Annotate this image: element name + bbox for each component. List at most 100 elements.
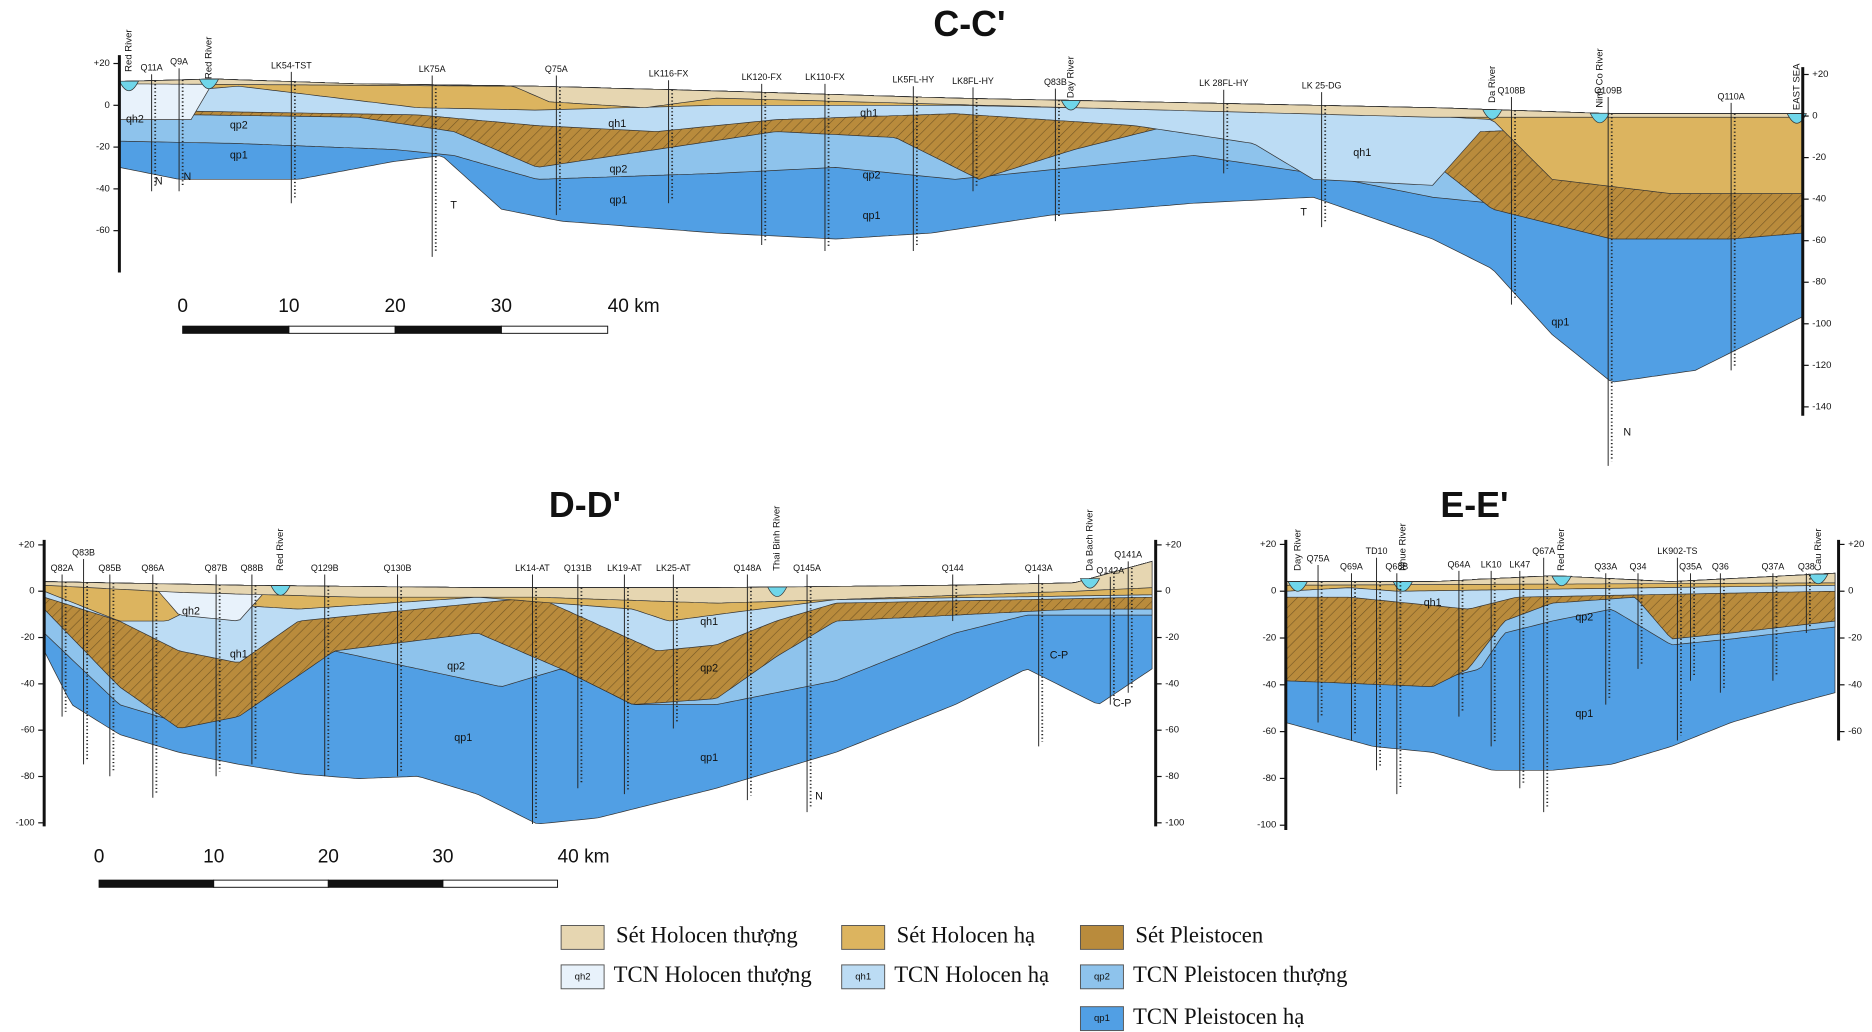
- well-label: Q9A: [170, 57, 188, 67]
- well-label: Q141A: [1114, 550, 1142, 560]
- cross-sections: Red RiverRed RiverDay RiverDa RiverNinh …: [0, 0, 1872, 1032]
- axis-label: -100: [1257, 820, 1276, 831]
- river-label: Red River: [275, 528, 286, 571]
- river-label: Ninh Co River: [1594, 47, 1605, 107]
- well-label: Q68B: [1385, 562, 1408, 572]
- axis-label: 0: [105, 100, 110, 111]
- layer-label: C-P: [1113, 697, 1132, 709]
- legend-swatch: [1080, 926, 1123, 950]
- scale-label: 30: [432, 846, 453, 867]
- well-label: Q11A: [141, 63, 163, 73]
- layer-label: qh1: [1424, 597, 1442, 609]
- axis-label: -20: [21, 632, 35, 643]
- section-title: E-E': [1440, 485, 1508, 525]
- layer-label: qp2: [609, 164, 627, 176]
- river-label: Thai Binh River: [772, 505, 783, 571]
- axis-label: -60: [1812, 235, 1826, 246]
- legend-label: Sét Pleistocen: [1135, 923, 1263, 948]
- well-label: LK75A: [419, 64, 446, 74]
- well-label: Q88B: [240, 563, 263, 573]
- layer-label: N: [155, 176, 163, 188]
- river-label: Day River: [1292, 528, 1303, 571]
- axis-label: -40: [1165, 678, 1179, 689]
- well-label: Q129B: [311, 563, 339, 573]
- legend-label: TCN Pleistocen thượng: [1133, 962, 1347, 987]
- legend-label: Sét Holocen thượng: [616, 923, 798, 948]
- well-label: Q142A: [1096, 565, 1124, 575]
- axis-label: -20: [96, 142, 110, 153]
- axis-label: -20: [1848, 633, 1862, 644]
- axis-label: -60: [21, 725, 35, 736]
- scale-label: 10: [203, 846, 224, 867]
- axis-label: -20: [1812, 152, 1826, 163]
- scale-label: 20: [385, 296, 406, 317]
- axis-label: -40: [1812, 194, 1826, 205]
- legend-label: Sét Holocen hạ: [897, 923, 1036, 948]
- axis-label: -80: [1262, 773, 1276, 784]
- well-label: Q82A: [51, 563, 74, 573]
- well-label: LK25-AT: [656, 563, 691, 573]
- legend-code: qp2: [1094, 971, 1110, 982]
- layer-label: N: [184, 171, 192, 183]
- scale-label: 10: [278, 296, 299, 317]
- well-label: LK8FL-HY: [952, 76, 994, 86]
- well-label: Q144: [942, 563, 964, 573]
- layer-label: qh2: [126, 113, 144, 125]
- well-label: LK5FL-HY: [892, 75, 934, 85]
- layer-label: qp1: [700, 752, 718, 764]
- layer-label: qp2: [230, 119, 248, 131]
- well-label: Q37A: [1761, 562, 1784, 572]
- well-label: LK10: [1481, 559, 1502, 569]
- axis-label: -20: [1262, 633, 1276, 644]
- axis-label: -60: [96, 225, 110, 236]
- scale-segment: [214, 880, 329, 887]
- axis-label: 0: [1848, 586, 1853, 597]
- legend-label: TCN Holocen hạ: [894, 962, 1049, 987]
- well-label: Q64A: [1447, 559, 1470, 569]
- well-label: Q35A: [1679, 562, 1702, 572]
- well-label: Q109B: [1594, 85, 1622, 95]
- scale-label: 30: [491, 296, 512, 317]
- section-title: C-C': [933, 4, 1005, 44]
- page: Red RiverRed RiverDay RiverDa RiverNinh …: [0, 0, 1872, 1032]
- legend-label: TCN Holocen thượng: [614, 962, 812, 987]
- axis-label: 0: [1812, 111, 1817, 122]
- scale-segment: [328, 880, 443, 887]
- axis-label: -40: [96, 183, 110, 194]
- river-label: Day River: [1065, 55, 1076, 98]
- layer-label: qp1: [230, 149, 248, 161]
- layer-label: N: [1623, 426, 1631, 438]
- well-label: Q33A: [1594, 562, 1617, 572]
- legend-code: qp1: [1094, 1013, 1110, 1024]
- well-label: Q131B: [564, 563, 592, 573]
- well-label: Q130B: [384, 563, 412, 573]
- well-label: LK116-FX: [649, 69, 689, 79]
- axis-label: -40: [21, 678, 35, 689]
- legend-code: qh1: [855, 971, 871, 982]
- layer-label: qp1: [609, 195, 627, 207]
- axis-label: +20: [94, 58, 110, 69]
- well-label: Q110A: [1718, 91, 1745, 101]
- layer-label: qp1: [454, 732, 472, 744]
- axis-label: -100: [1812, 318, 1831, 329]
- scale-label: 20: [318, 846, 339, 867]
- axis-label: -60: [1262, 726, 1276, 737]
- well-label: LK47: [1509, 559, 1530, 569]
- well-label: LK110-FX: [805, 72, 845, 82]
- well-label: LK 28FL-HY: [1199, 78, 1248, 88]
- well-label: Q36: [1712, 562, 1729, 572]
- axis-label: -140: [1812, 401, 1831, 412]
- layer-label: qh1: [1353, 147, 1371, 159]
- layer-label: T: [450, 199, 457, 211]
- axis-label: -120: [1812, 360, 1831, 371]
- well-label: LK120-FX: [742, 72, 782, 82]
- axis-label: -60: [1165, 725, 1179, 736]
- layer-label: qp1: [1575, 708, 1593, 720]
- layer-label: qh1: [700, 616, 718, 628]
- layer-label: qp1: [1551, 316, 1569, 328]
- well-label: Q34: [1630, 562, 1647, 572]
- layer-label: qp2: [447, 660, 465, 672]
- scale-segment: [395, 326, 501, 333]
- well-label: TD10: [1366, 546, 1388, 556]
- axis-label: 0: [1165, 586, 1170, 597]
